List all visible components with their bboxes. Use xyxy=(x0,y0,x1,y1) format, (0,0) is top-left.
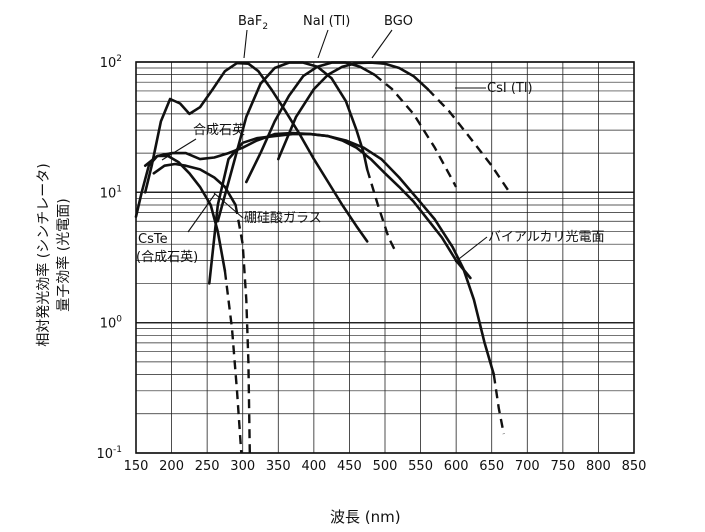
y-axis-label-area: 相対発光効率 (シンチレータ) 量子効率 (光電面) xyxy=(4,110,72,400)
x-tick-label: 300 xyxy=(230,459,255,474)
y-axis-label: 相対発光効率 (シンチレータ) 量子効率 (光電面) xyxy=(34,163,74,346)
series-line-dashed xyxy=(366,169,397,253)
series-line-dashed xyxy=(426,88,511,193)
label-borosilicate-glass: 硼硅酸ガラス xyxy=(244,211,322,226)
leader-line xyxy=(161,138,197,161)
x-tick-label: 200 xyxy=(159,459,184,474)
x-tick-label: 400 xyxy=(301,459,326,474)
x-tick-label: 850 xyxy=(622,459,647,474)
leader-line xyxy=(371,29,393,59)
plot-frame xyxy=(135,61,635,454)
y-axis-label-line-1: 相対発光効率 (シンチレータ) xyxy=(36,163,52,347)
x-tick-label: 650 xyxy=(479,459,504,474)
label-synthetic-quartz: 合成石英 xyxy=(193,123,245,138)
series-line-solid xyxy=(134,154,227,273)
label-bgo: BGO xyxy=(384,14,413,29)
y-tick-label: 102 xyxy=(100,54,122,71)
series-line-dashed xyxy=(492,374,505,435)
leader-line xyxy=(317,29,329,59)
y-tick-label: 101 xyxy=(100,184,122,201)
series-layer xyxy=(134,61,511,454)
label-cste: CsTe xyxy=(138,232,168,247)
y-tick-label: 10-1 xyxy=(96,445,122,462)
x-tick-label: 250 xyxy=(195,459,220,474)
x-tick-label: 350 xyxy=(266,459,291,474)
x-tick-label: 600 xyxy=(444,459,469,474)
x-axis-label: 波長 (nm) xyxy=(330,508,401,526)
annotations: BaF2 NaI (Tl) BGO CsI (Tl) 合成石英硼硅酸ガラスバイアルカリ光… xyxy=(136,14,604,265)
x-tick-label: 700 xyxy=(515,459,540,474)
leader-line xyxy=(187,193,216,233)
x-tick-label: 750 xyxy=(550,459,575,474)
series-line-dashed xyxy=(223,270,243,454)
label-csi: CsI (Tl) xyxy=(487,81,533,96)
plot-grid xyxy=(135,61,635,454)
leader-line xyxy=(454,236,488,263)
series-line-solid xyxy=(208,132,496,376)
series-line-solid xyxy=(143,61,369,243)
y-axis-label-line-2: 量子効率 (光電面) xyxy=(56,198,72,312)
label-baf2: BaF2 xyxy=(238,14,268,32)
x-tick-label: 500 xyxy=(373,459,398,474)
x-tick-label: 450 xyxy=(337,459,362,474)
x-tick-label: 550 xyxy=(408,459,433,474)
label-cste-sub: (合成石英) xyxy=(136,250,198,265)
label-nai: NaI (Tl) xyxy=(303,14,350,29)
tick-labels: 150 200 250 300 350 400 450 500 550 600 650 700 750 8… xyxy=(96,54,646,474)
y-tick-label: 100 xyxy=(100,315,123,332)
x-tick-label: 150 xyxy=(124,459,149,474)
leader-line xyxy=(243,29,248,59)
x-tick-label: 800 xyxy=(586,459,611,474)
leader-line xyxy=(213,192,244,219)
series-line-solid xyxy=(277,61,429,161)
label-bialkali: バイアルカリ光電面 xyxy=(488,230,604,245)
series-line-dashed xyxy=(373,73,458,188)
series-line-dashed xyxy=(234,204,251,454)
